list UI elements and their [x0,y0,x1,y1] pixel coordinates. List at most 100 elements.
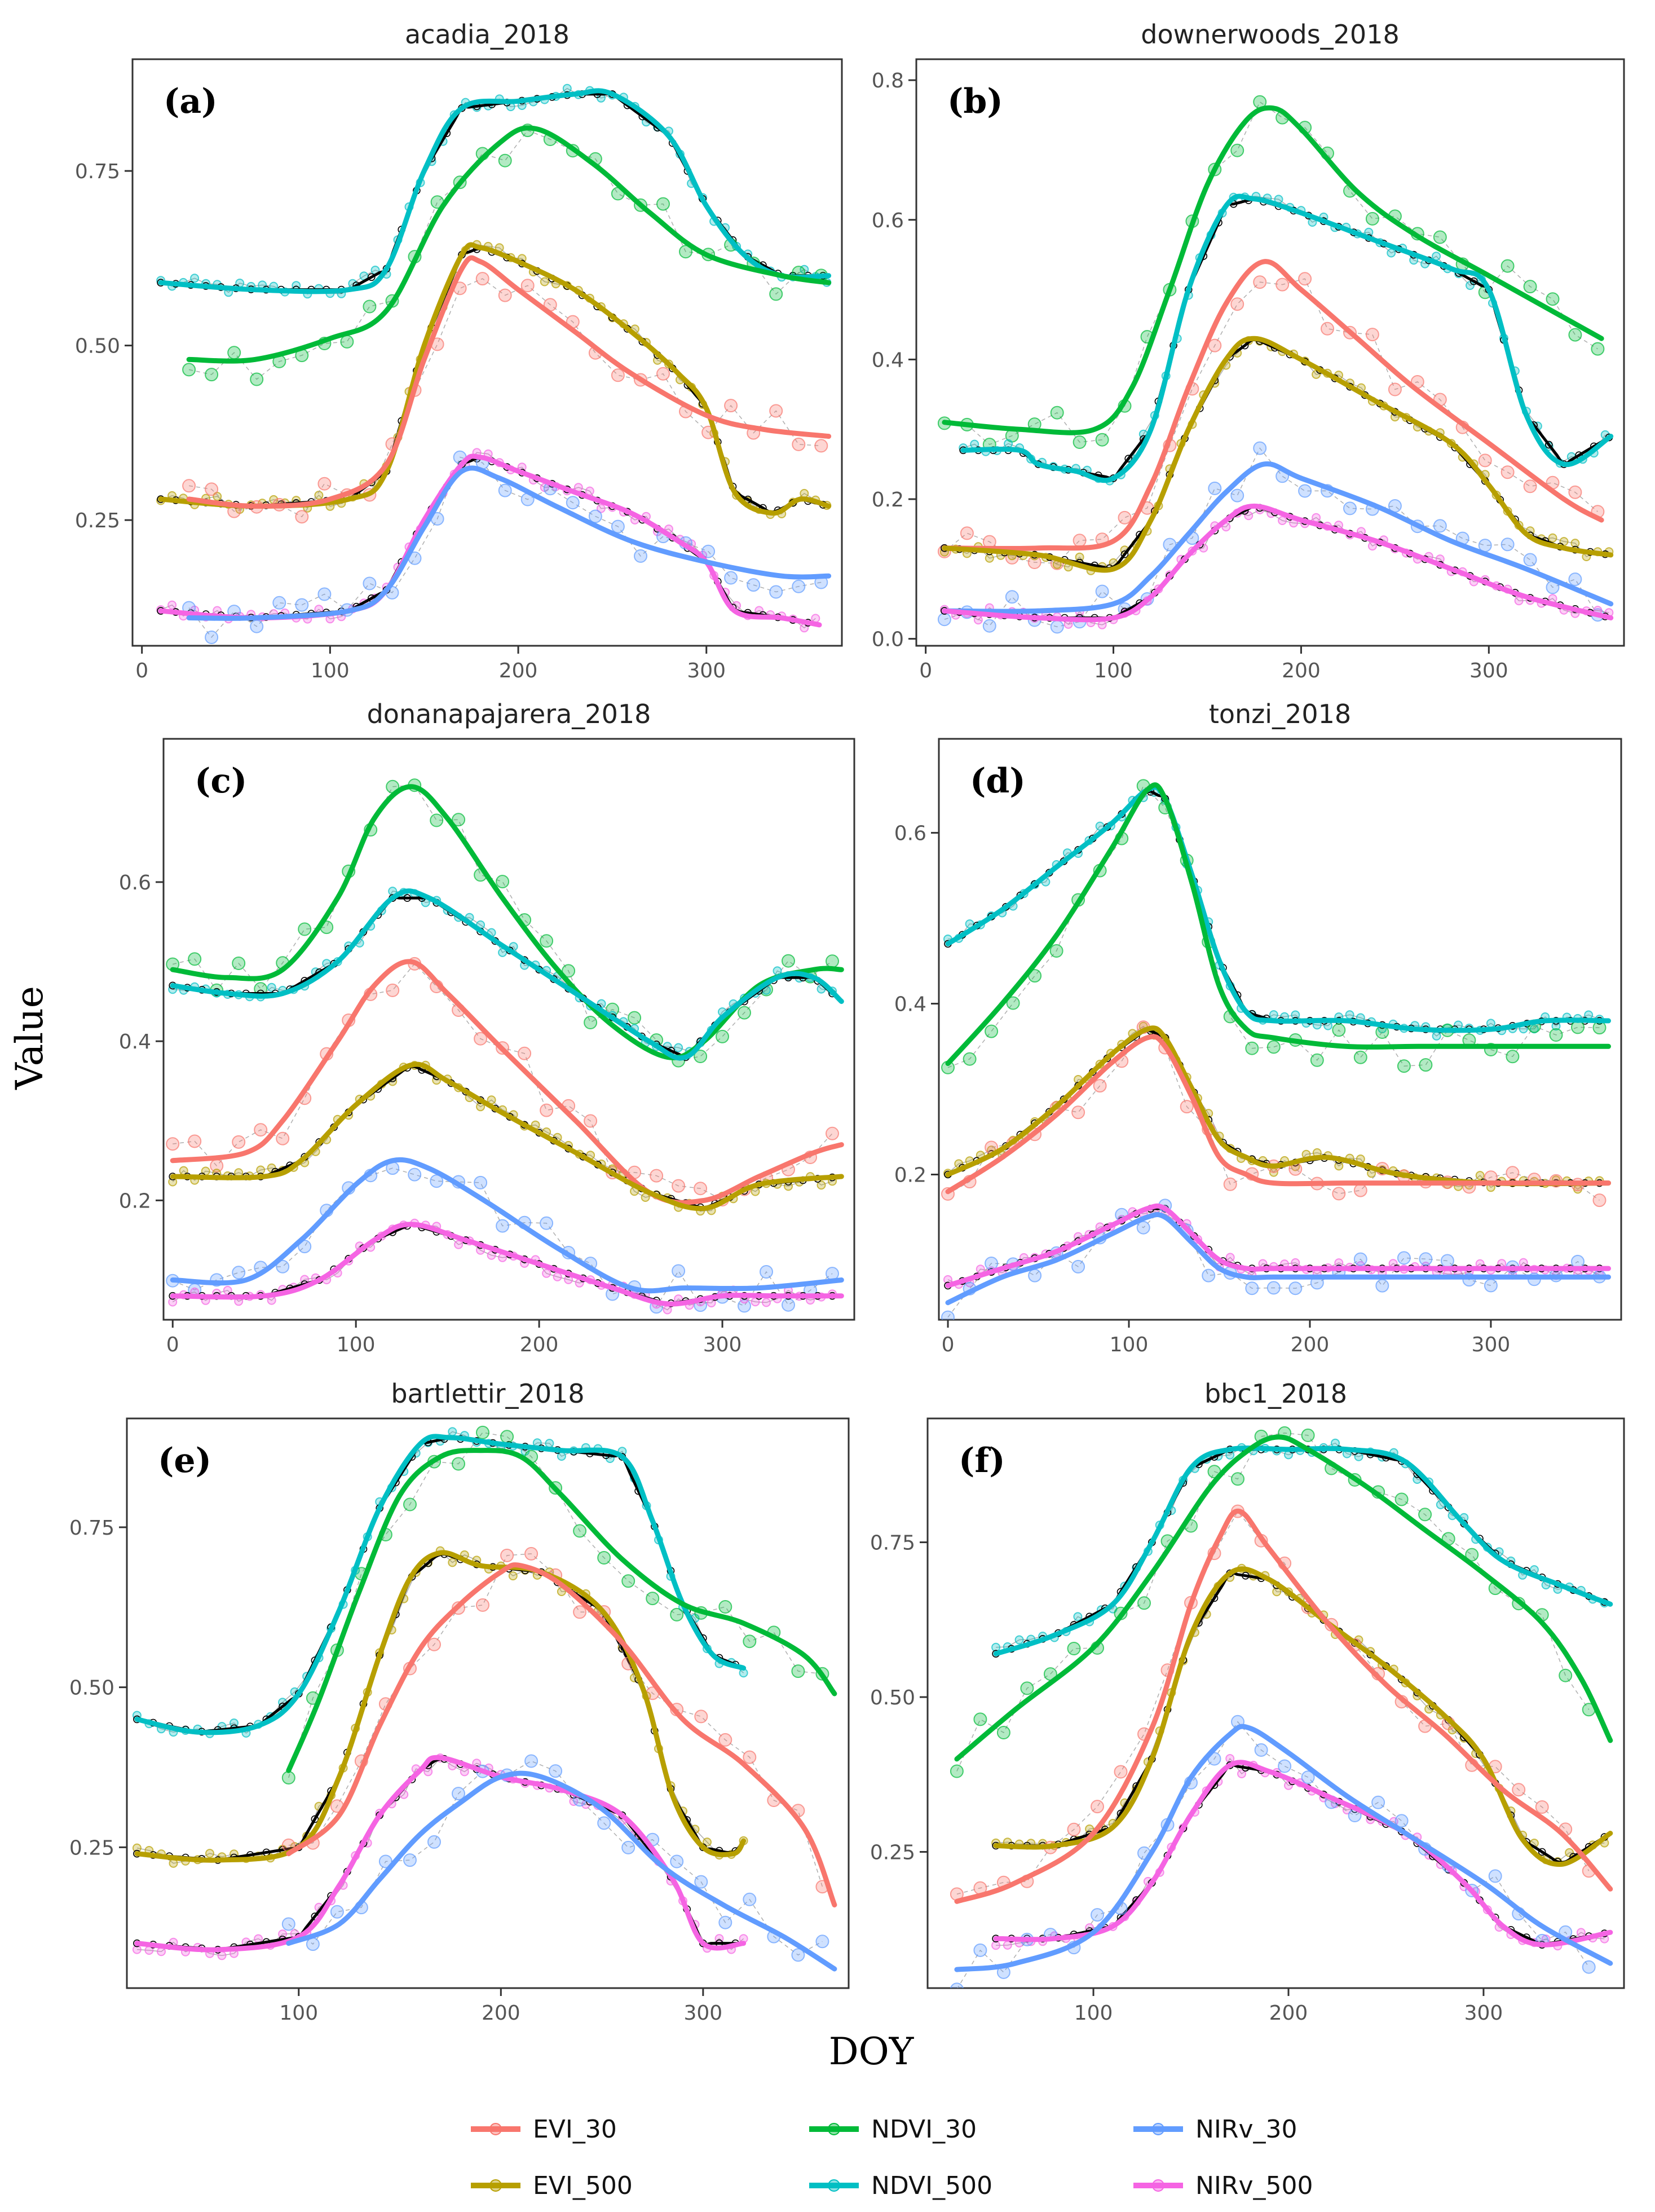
legend-key-point [828,2179,840,2192]
obs-point-NIRv_30 [498,483,512,497]
obs-point-NIRv_30 [1419,1252,1433,1266]
obs-point-NDVI_30 [1006,996,1020,1010]
obs-point-NDVI_500 [1466,281,1475,290]
legend-label: EVI_500 [533,2171,633,2200]
obs-point-EVI_30 [1321,321,1334,336]
obs-point-EVI_500 [205,1849,214,1858]
x-tick-label: 100 [1094,659,1133,682]
obs-point-NDVI_30 [791,1664,805,1678]
obs-link-NDVI_30 [173,785,833,1061]
obs-point-NDVI_30 [1418,1508,1432,1522]
obs-point-NIRv_30 [430,1174,444,1188]
obs-point-EVI_500 [1565,1848,1574,1857]
obs-link-NIRv_30 [288,1760,823,1956]
obs-point-NIRv_500 [223,1285,232,1295]
obs-point-EVI_500 [540,277,549,287]
legend-item-NIRv_500: NIRv_500 [1133,2171,1313,2200]
obs-point-NDVI_30 [646,1592,660,1606]
obs-point-NDVI_30 [340,334,354,349]
obs-point-EVI_30 [1093,1079,1107,1093]
obs-point-NIRv_30 [1254,1743,1268,1757]
obs-point-NDVI_30 [1394,1492,1409,1506]
obs-point-NIRv_30 [597,1816,611,1830]
obs-point-NDVI_30 [1049,944,1063,958]
obs-point-NIRv_30 [621,1840,635,1854]
x-tick-label: 200 [482,2002,520,2025]
y-tick-label: 0.6 [894,822,926,845]
obs-point-NIRv_30 [588,509,602,523]
y-tick-label: 0.25 [870,1841,915,1864]
x-tick-label: 300 [683,2002,722,2025]
obs-point-NDVI_30 [1067,1642,1081,1655]
obs-point-NDVI_30 [1506,1050,1520,1064]
obs-point-EVI_500 [201,1166,210,1176]
panel-label: (e) [158,1441,211,1480]
panel-label: (f) [959,1441,1005,1480]
obs-point-NDVI_30 [1230,143,1244,157]
obs-point-NIRv_500 [542,1268,551,1278]
obs-point-NDVI_30 [452,1457,465,1471]
obs-point-NDVI_30 [363,299,377,314]
obs-point-NDVI_30 [1050,406,1064,420]
series-line-NIRv_30 [954,1724,1613,1972]
obs-point-NDVI_30 [498,153,512,168]
series-line-EVI_30 [170,959,844,1205]
obs-point-NIRv_30 [1208,481,1222,495]
obs-point-EVI_30 [769,404,783,418]
obs-point-NIRv_30 [1245,1281,1259,1296]
x-tick-label: 100 [311,659,350,682]
obs-point-NIRv_500 [991,1941,1001,1950]
series-line-NDVI_30 [954,1434,1613,1762]
obs-point-NIRv_30 [670,1854,684,1869]
obs-point-NIRv_30 [317,587,332,601]
series-line-EVI_500 [170,1061,844,1211]
fit-point-EVI_500 [1120,550,1129,558]
obs-point-EVI_30 [474,1032,488,1046]
obs-point-NDVI_30 [1546,292,1560,306]
obs-point-NDVI_500 [1454,1020,1463,1030]
obs-point-NDVI_500 [1014,1635,1024,1645]
obs-point-NDVI_30 [1571,1020,1585,1034]
obs-point-EVI_30 [694,1709,708,1724]
obs-point-NIRv_30 [791,1948,805,1962]
obs-point-NDVI_30 [476,1425,489,1439]
obs-point-EVI_30 [188,1134,202,1148]
x-axis-title: DOY [829,2030,915,2073]
panel-label: (a) [164,82,218,121]
obs-point-NIRv_30 [496,1219,510,1233]
obs-link-NDVI_500 [173,891,833,1052]
obs-point-NIRv_500 [167,600,177,610]
obs-point-NIRv_30 [566,496,580,510]
obs-point-NIRv_30 [1136,1220,1150,1235]
obs-point-NIRv_30 [743,1892,757,1906]
x-tick-label: 200 [1291,1333,1330,1356]
obs-point-NDVI_500 [235,279,245,288]
series-line-NDVI_500 [960,193,1614,483]
plot-content [166,778,844,1315]
obs-point-NIRv_30 [1202,1268,1216,1283]
series-line-NIRv_500 [170,1222,844,1307]
obs-point-NIRv_30 [1484,1279,1498,1293]
y-tick-label: 0.2 [119,1189,151,1213]
obs-point-NIRv_30 [941,1310,955,1320]
obs-point-NDVI_500 [1345,1010,1354,1020]
obs-point-EVI_30 [254,1123,268,1137]
obs-point-EVI_30 [276,1131,290,1145]
fit-point-NDVI_500 [367,273,376,281]
obs-point-NIRv_30 [205,631,219,644]
plot-content [937,95,1614,634]
obs-point-EVI_30 [1535,1800,1549,1814]
obs-point-EVI_30 [573,1605,587,1619]
legend-label: NDVI_30 [871,2115,977,2144]
obs-point-EVI_30 [520,279,535,293]
obs-point-NDVI_30 [500,1430,514,1444]
obs-point-NDVI_30 [281,1771,295,1784]
obs-point-NIRv_30 [549,1764,563,1778]
obs-point-NDVI_30 [1568,328,1582,342]
obs-point-NIRv_30 [452,1787,465,1801]
obs-point-NIRv_500 [487,1250,496,1260]
obs-point-EVI_30 [1073,534,1087,548]
obs-point-EVI_30 [1592,1193,1607,1208]
obs-point-NDVI_30 [1592,1021,1607,1035]
obs-point-NDVI_30 [298,922,312,936]
